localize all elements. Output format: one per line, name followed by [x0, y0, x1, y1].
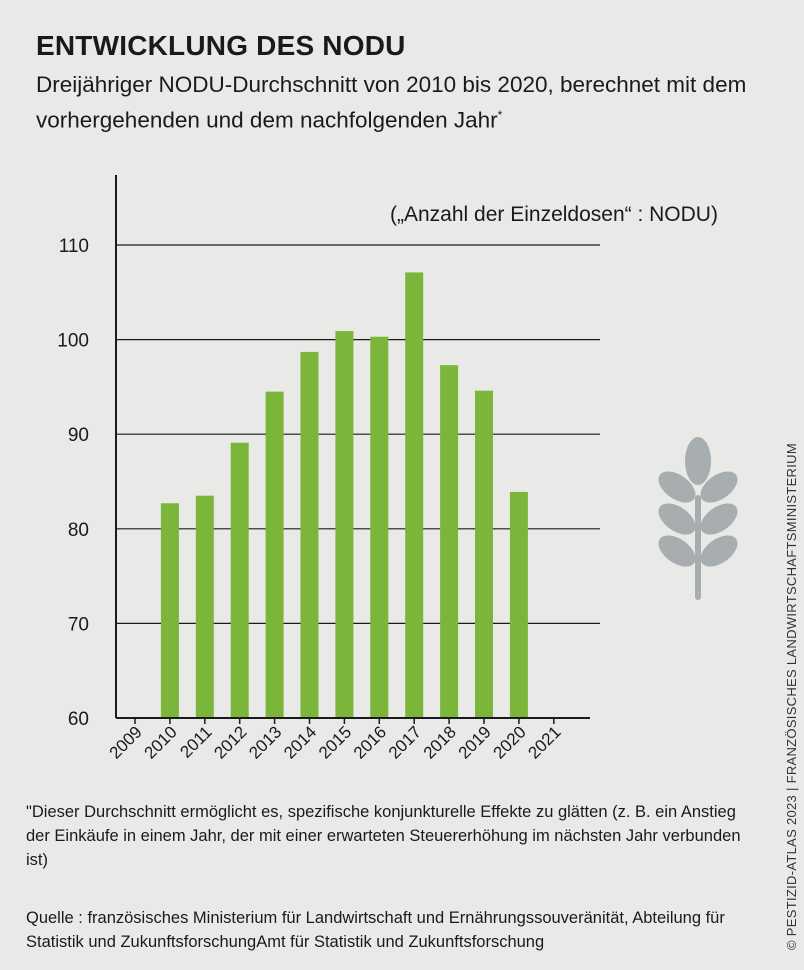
chart-subtitle: Dreijähriger NODU-Durchschnitt von 2010 … [36, 70, 756, 136]
x-tick-label: 2018 [420, 722, 460, 762]
x-tick-label: 2016 [350, 722, 390, 762]
bar [440, 365, 459, 718]
bar [195, 495, 214, 718]
y-tick-label: 80 [68, 520, 89, 541]
x-tick-label: 2012 [210, 722, 250, 762]
bar [405, 272, 424, 718]
x-tick-label: 2013 [245, 722, 285, 762]
bar [300, 351, 319, 718]
unit-note: („Anzahl der Einzeldosen“ : NODU) [390, 203, 718, 226]
bar [335, 331, 354, 718]
wheat-grain-top [685, 437, 711, 485]
x-tick-label: 2009 [106, 722, 146, 762]
bar [509, 491, 528, 718]
bar [230, 442, 249, 718]
x-tick-label: 2017 [385, 722, 425, 762]
x-tick-label: 2011 [176, 722, 215, 761]
y-tick-label: 70 [68, 614, 89, 635]
bar [265, 391, 284, 718]
wheat-grain-right [700, 503, 738, 535]
x-tick-label: 2020 [490, 722, 530, 762]
wheat-grain-left [658, 535, 696, 567]
x-tick-label: 2015 [315, 722, 355, 762]
wheat-grain-left [658, 503, 696, 535]
source-note: Quelle : französisches Ministerium für L… [26, 909, 725, 951]
x-tick-label: 2021 [524, 722, 564, 762]
footnote: "Dieser Durchschnitt ermöglicht es, spez… [26, 803, 741, 869]
footnote-marker: * [497, 108, 503, 122]
y-tick-label: 100 [57, 331, 89, 352]
y-tick-label: 90 [68, 425, 89, 446]
x-tick-label: 2010 [141, 722, 181, 762]
bar [475, 390, 493, 718]
bar-chart: 6070809010011020092010201120122013201420… [57, 175, 600, 763]
subtitle-text: Dreijähriger NODU-Durchschnitt von 2010 … [36, 72, 747, 133]
wheat-stem [695, 495, 701, 600]
wheat-grain-right [700, 471, 738, 503]
bar [370, 336, 389, 718]
wheat-icon [658, 437, 738, 600]
copyright-credit: © PESTIZID-ATLAS 2023 | FRANZÖSISCHES LA… [784, 443, 799, 950]
chart-title: ENTWICKLUNG DES NODU [36, 30, 406, 61]
y-tick-label: 60 [68, 709, 89, 730]
y-tick-label: 110 [59, 236, 89, 257]
x-tick-label: 2014 [280, 722, 320, 762]
x-tick-label: 2019 [455, 722, 495, 762]
wheat-grain-right [700, 535, 738, 567]
bar [160, 503, 179, 718]
wheat-grain-left [658, 471, 696, 503]
